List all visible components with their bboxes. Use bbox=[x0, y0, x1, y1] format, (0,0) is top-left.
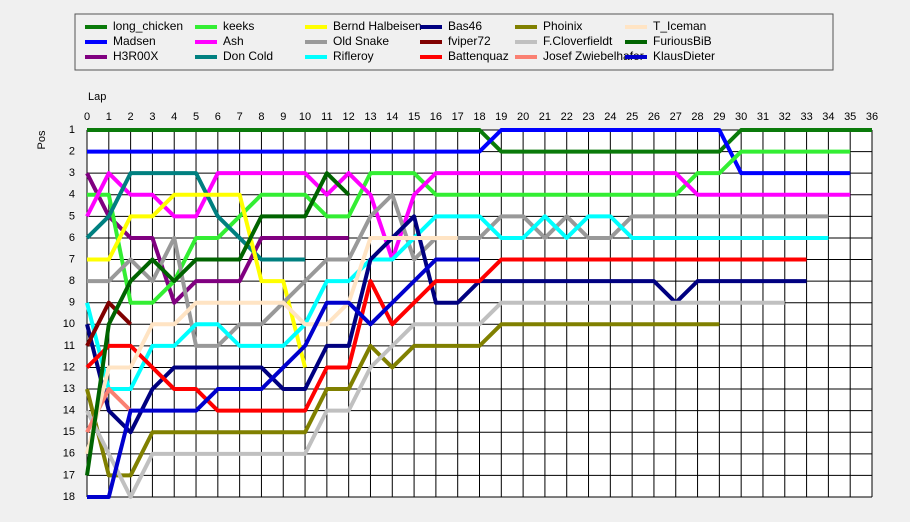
y-tick-label: 7 bbox=[69, 253, 75, 265]
x-tick-label: 0 bbox=[84, 111, 90, 123]
x-tick-label: 24 bbox=[604, 111, 616, 123]
x-axis-label: Lap bbox=[88, 91, 106, 103]
x-tick-label: 28 bbox=[691, 111, 703, 123]
legend-label: long_chicken bbox=[113, 19, 183, 33]
y-tick-label: 10 bbox=[63, 318, 75, 330]
x-tick-label: 2 bbox=[128, 111, 134, 123]
series-line bbox=[87, 192, 307, 368]
x-tick-label: 6 bbox=[215, 111, 221, 123]
x-tick-label: 23 bbox=[582, 111, 594, 123]
x-tick-label: 10 bbox=[299, 111, 311, 123]
series-line bbox=[85, 214, 807, 435]
legend-label: T_Iceman bbox=[653, 19, 706, 33]
y-tick-label: 14 bbox=[63, 405, 75, 417]
x-tick-label: 12 bbox=[343, 111, 355, 123]
x-tick-label: 32 bbox=[779, 111, 791, 123]
y-tick-label: 8 bbox=[69, 275, 75, 287]
x-tick-label: 13 bbox=[364, 111, 376, 123]
x-tick-label: 27 bbox=[670, 111, 682, 123]
series-line bbox=[87, 128, 851, 176]
series-line bbox=[87, 257, 480, 499]
y-tick-label: 16 bbox=[63, 448, 75, 460]
x-tick-label: 16 bbox=[430, 111, 442, 123]
y-tick-label: 17 bbox=[63, 469, 75, 481]
x-tick-label: 15 bbox=[408, 111, 420, 123]
x-tick-label: 22 bbox=[561, 111, 573, 123]
series-line bbox=[85, 172, 349, 305]
x-tick-label: 8 bbox=[258, 111, 264, 123]
y-tick-label: 6 bbox=[69, 232, 75, 244]
series-line bbox=[85, 214, 829, 392]
x-tick-label: 36 bbox=[866, 111, 878, 123]
y-tick-label: 12 bbox=[63, 361, 75, 373]
legend-label: keeks bbox=[223, 19, 254, 33]
legend-label: F.Cloverfieldt bbox=[543, 34, 613, 48]
y-tick-label: 11 bbox=[64, 340, 75, 352]
x-tick-label: 17 bbox=[452, 111, 464, 123]
x-tick-label: 19 bbox=[495, 111, 507, 123]
legend-label: fviper72 bbox=[448, 34, 491, 48]
x-tick-label: 3 bbox=[149, 111, 155, 123]
x-tick-label: 29 bbox=[713, 111, 725, 123]
series-line bbox=[85, 300, 785, 499]
x-tick-label: 1 bbox=[106, 111, 112, 123]
series-line bbox=[87, 128, 872, 154]
series-line bbox=[85, 171, 851, 262]
legend-label: Battenquaz bbox=[448, 49, 509, 63]
x-tick-label: 20 bbox=[517, 111, 529, 123]
legend-label: Don Cold bbox=[223, 49, 273, 63]
y-tick-label: 5 bbox=[69, 210, 75, 222]
legend-label: Phoinix bbox=[543, 19, 582, 33]
legend-label: Bernd Halbeisen bbox=[333, 19, 422, 33]
x-tick-label: 5 bbox=[193, 111, 199, 123]
x-tick-label: 25 bbox=[626, 111, 638, 123]
x-tick-label: 4 bbox=[171, 111, 177, 123]
x-tick-label: 35 bbox=[844, 111, 856, 123]
legend-label: KlausDieter bbox=[653, 49, 715, 63]
series-line bbox=[85, 322, 720, 478]
x-tick-label: 34 bbox=[822, 111, 834, 123]
x-tick-label: 26 bbox=[648, 111, 660, 123]
y-tick-label: 4 bbox=[69, 189, 75, 201]
y-tick-label: 9 bbox=[69, 297, 75, 309]
legend-label: Bas46 bbox=[448, 19, 482, 33]
x-tick-label: 31 bbox=[757, 111, 769, 123]
series-line bbox=[85, 171, 351, 476]
y-tick-label: 2 bbox=[69, 145, 75, 157]
y-tick-label: 1 bbox=[69, 124, 75, 136]
x-tick-label: 7 bbox=[237, 111, 243, 123]
x-tick-label: 18 bbox=[473, 111, 485, 123]
y-axis-label: Pos bbox=[36, 130, 48, 149]
x-tick-label: 14 bbox=[386, 111, 398, 123]
series-line bbox=[85, 171, 306, 262]
x-tick-label: 11 bbox=[321, 111, 332, 123]
legend-label: H3R00X bbox=[113, 49, 158, 63]
legend-label: Madsen bbox=[113, 34, 156, 48]
x-tick-label: 30 bbox=[735, 111, 747, 123]
legend-label: Rifleroy bbox=[333, 49, 374, 63]
legend-label: Ash bbox=[223, 34, 244, 48]
y-tick-label: 13 bbox=[63, 383, 75, 395]
series-line bbox=[87, 149, 851, 305]
x-tick-label: 9 bbox=[280, 111, 286, 123]
y-tick-label: 15 bbox=[63, 426, 75, 438]
legend-label: Old Snake bbox=[333, 34, 389, 48]
y-tick-label: 3 bbox=[69, 167, 75, 179]
y-tick-label: 18 bbox=[63, 491, 75, 503]
series-line bbox=[85, 235, 458, 455]
series-line bbox=[85, 300, 133, 347]
x-tick-label: 33 bbox=[800, 111, 812, 123]
legend-label: Josef Zwiebelhafer bbox=[543, 49, 644, 63]
x-tick-label: 21 bbox=[539, 111, 551, 123]
legend-label: FuriousBiB bbox=[653, 34, 712, 48]
